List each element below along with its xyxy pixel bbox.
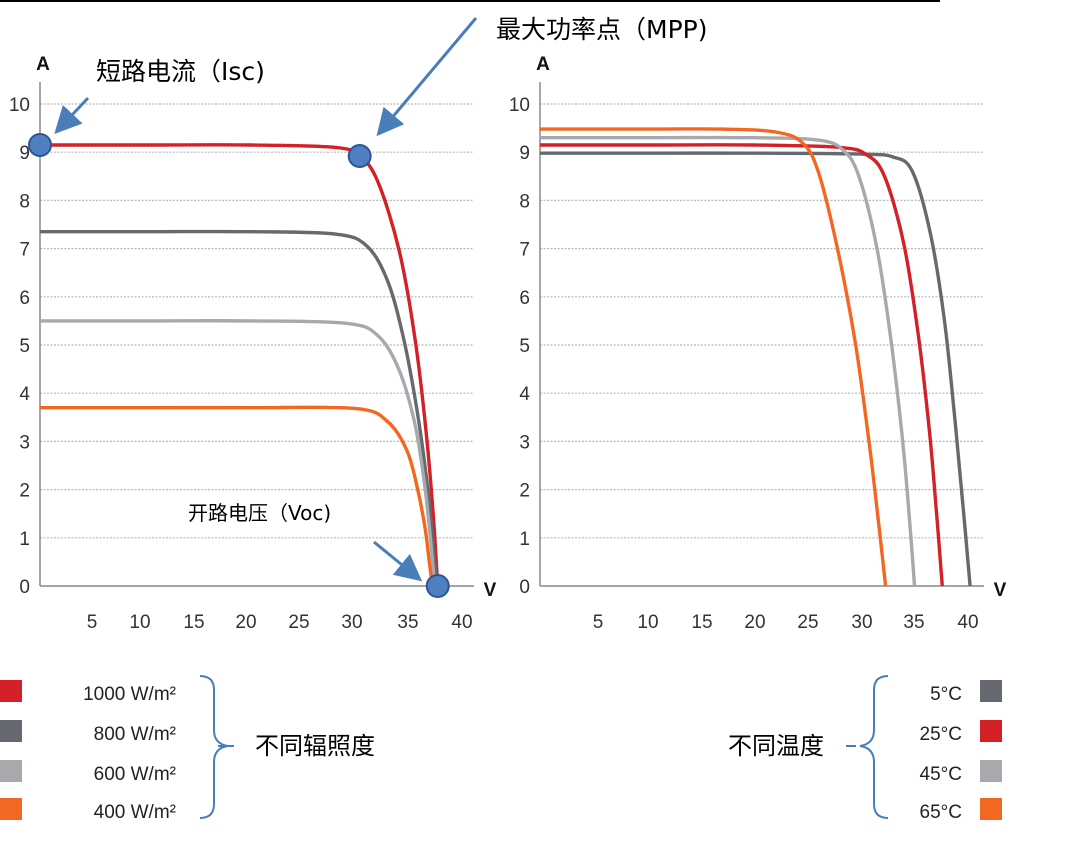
series-line-25C: [540, 143, 944, 587]
y-tick-label: 9: [19, 143, 30, 164]
annotation-arrow: [54, 96, 90, 134]
x-tick-label: 15: [183, 612, 204, 633]
legend-swatch: [0, 680, 22, 702]
series-line-65C: [540, 127, 888, 587]
series-line-1000Wm: [40, 143, 440, 587]
y-tick-label: 2: [519, 481, 530, 502]
x-tick-label: 35: [397, 612, 418, 633]
y-tick-label: 8: [19, 191, 30, 212]
x-tick-label: 40: [957, 612, 978, 633]
legend-label: 25°C: [920, 724, 962, 745]
y-tick-label: 1: [519, 529, 530, 550]
x-tick-label: 25: [797, 612, 818, 633]
y-tick-label: 4: [19, 384, 30, 405]
x-tick-label: 20: [744, 612, 765, 633]
y-tick-label: 6: [519, 288, 530, 309]
temperature-chart: 0 1 2 3 4 5 6 7 8 9 10 5 10 15 20 25 30 35 40 A V: [509, 54, 1007, 633]
y-tick-label: 6: [19, 288, 30, 309]
legend-swatch: [980, 760, 1002, 782]
y-tick-label: 2: [19, 481, 30, 502]
annotation-point: [347, 144, 372, 169]
x-axis-label: V: [484, 580, 497, 601]
annotation-arrow: [376, 17, 478, 137]
x-tick-label: 30: [851, 612, 872, 633]
y-tick-label: 7: [519, 240, 530, 261]
legend-label: 800 W/m²: [94, 724, 176, 745]
y-tick-label: 3: [519, 432, 530, 453]
legend-label: 45°C: [920, 764, 962, 785]
y-tick-label: 0: [519, 577, 530, 598]
y-tick-label: 0: [19, 577, 30, 598]
y-tick-label: 7: [19, 240, 30, 261]
annotation-arrow: [373, 540, 423, 582]
legend-label: 1000 W/m²: [83, 684, 176, 705]
legend-swatch: [0, 760, 22, 782]
legend-swatch: [0, 798, 22, 820]
annotation-point: [28, 132, 52, 157]
series-line-400Wm: [39, 405, 435, 587]
series-line-800Wm: [40, 229, 439, 587]
legend-bracket: [859, 675, 889, 819]
x-tick-label: 35: [903, 612, 924, 633]
series-line-600Wm: [40, 319, 437, 587]
legend-label: 600 W/m²: [94, 764, 176, 785]
series-line-45C: [540, 135, 917, 587]
y-tick-label: 10: [9, 95, 30, 116]
irradiance-legend: 1000 W/m² 800 W/m² 600 W/m² 400 W/m² 不同辐照度: [0, 675, 375, 823]
y-axis-label: A: [36, 54, 50, 75]
x-tick-label: 25: [288, 612, 309, 633]
y-tick-label: 9: [519, 143, 530, 164]
legend-swatch: [980, 680, 1002, 702]
y-tick-label: 3: [19, 432, 30, 453]
legend-swatch: [0, 720, 22, 742]
annotation-label: 开路电压（Voc): [188, 501, 331, 525]
y-tick-label: 10: [509, 95, 530, 116]
legend-swatch: [980, 798, 1002, 820]
annotation-layer: 短路电流（Isc) 最大功率点（MPP) 开路电压（Voc): [28, 15, 707, 598]
x-tick-label: 30: [341, 612, 362, 633]
annotation-label: 最大功率点（MPP): [496, 15, 707, 44]
y-axis-label: A: [536, 54, 550, 75]
y-tick-label: 5: [519, 336, 530, 357]
legend-label: 65°C: [920, 802, 962, 823]
y-tick-label: 1: [19, 529, 30, 550]
x-tick-label: 15: [691, 612, 712, 633]
x-tick-label: 40: [451, 612, 472, 633]
x-tick-label: 10: [637, 612, 658, 633]
legend-label: 5°C: [930, 684, 962, 705]
x-axis-label: V: [994, 580, 1007, 601]
legend-swatch: [980, 720, 1002, 742]
y-tick-label: 5: [19, 336, 30, 357]
y-tick-label: 8: [519, 191, 530, 212]
x-tick-label: 5: [593, 612, 604, 633]
legend-group-label: 不同辐照度: [255, 732, 375, 760]
x-tick-label: 5: [87, 612, 98, 633]
annotation-label: 短路电流（Isc): [96, 57, 265, 86]
x-tick-label: 10: [129, 612, 150, 633]
x-tick-label: 20: [235, 612, 256, 633]
y-tick-label: 4: [519, 384, 530, 405]
legend-group-label: 不同温度: [728, 732, 824, 760]
series-line-5C: [539, 151, 972, 587]
annotation-point: [425, 574, 450, 598]
temperature-legend: 5°C 25°C 45°C 65°C 不同温度: [728, 675, 1002, 823]
legend-label: 400 W/m²: [94, 802, 176, 823]
irradiance-chart: 0 1 2 3 4 5 6 7 8 9 10 5 10 15 20 25 30 35 40 A V: [9, 54, 497, 633]
